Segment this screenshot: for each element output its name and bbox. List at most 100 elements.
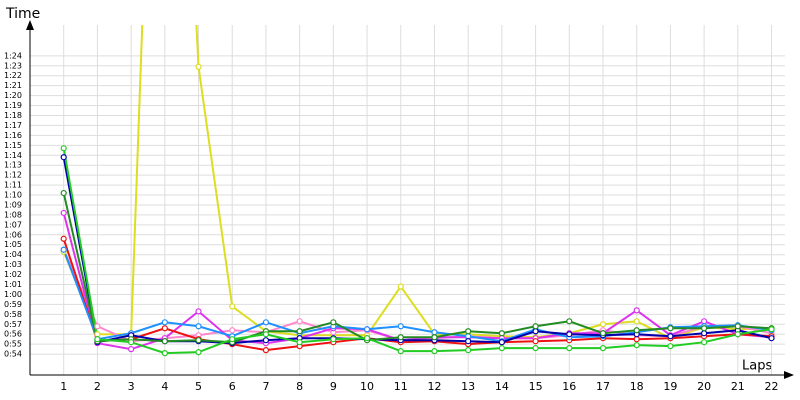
point bbox=[667, 325, 674, 332]
point bbox=[431, 348, 438, 355]
point bbox=[465, 338, 472, 345]
point bbox=[532, 345, 539, 352]
point bbox=[195, 308, 202, 315]
point bbox=[60, 209, 67, 217]
y-tick-label: 0:54 bbox=[4, 350, 22, 359]
x-tick-label: 6 bbox=[229, 380, 236, 393]
y-tick-label: 0:57 bbox=[4, 320, 22, 329]
point bbox=[768, 326, 775, 333]
point bbox=[566, 318, 573, 325]
y-tick-label: 1:09 bbox=[4, 200, 22, 209]
y-tick-label: 1:23 bbox=[4, 61, 22, 70]
y-tick-label: 1:15 bbox=[4, 141, 22, 150]
point bbox=[701, 318, 708, 325]
y-tick-label: 1:10 bbox=[4, 191, 22, 200]
point bbox=[701, 325, 708, 332]
x-tick-label: 20 bbox=[697, 380, 711, 393]
point bbox=[128, 339, 135, 346]
point bbox=[262, 331, 270, 338]
series-line bbox=[62, 238, 772, 352]
point bbox=[94, 331, 101, 338]
point bbox=[599, 345, 607, 352]
point bbox=[465, 333, 472, 340]
point bbox=[60, 145, 67, 152]
point bbox=[161, 325, 168, 332]
point bbox=[397, 348, 404, 355]
y-axis-arrow bbox=[26, 20, 34, 30]
point bbox=[532, 338, 539, 345]
point bbox=[498, 345, 505, 352]
point bbox=[60, 154, 67, 161]
y-tick-label: 0:55 bbox=[4, 340, 22, 349]
point bbox=[633, 342, 640, 349]
point bbox=[633, 327, 640, 334]
y-tick-label: 0:58 bbox=[4, 310, 22, 319]
y-tick-label: 1:18 bbox=[4, 111, 22, 120]
x-tick-label: 19 bbox=[663, 380, 677, 393]
point bbox=[94, 336, 101, 343]
point bbox=[94, 323, 101, 330]
y-tick-label: 0:56 bbox=[4, 330, 22, 339]
y-tick-label: 1:01 bbox=[4, 280, 22, 289]
series-line bbox=[62, 148, 772, 355]
x-axis-label: Laps bbox=[742, 359, 772, 374]
point bbox=[465, 328, 472, 335]
point bbox=[229, 327, 236, 334]
point bbox=[363, 326, 371, 333]
x-tick-label: 14 bbox=[495, 380, 509, 393]
x-tick-label: 12 bbox=[427, 380, 441, 393]
point bbox=[397, 334, 404, 341]
point bbox=[195, 63, 202, 70]
point bbox=[599, 321, 607, 328]
x-tick-label: 18 bbox=[630, 380, 644, 393]
point bbox=[60, 235, 67, 242]
y-tick-label: 1:00 bbox=[4, 290, 22, 299]
point bbox=[431, 334, 438, 341]
y-tick-label: 1:13 bbox=[4, 161, 22, 170]
x-tick-label: 4 bbox=[161, 380, 168, 393]
point bbox=[363, 335, 371, 342]
x-tick-label: 11 bbox=[394, 380, 408, 393]
y-tick-label: 1:11 bbox=[4, 181, 22, 190]
point bbox=[296, 318, 303, 325]
y-tick-label: 1:12 bbox=[4, 171, 22, 180]
x-tick-label: 7 bbox=[262, 380, 269, 393]
point bbox=[701, 330, 708, 337]
point bbox=[734, 331, 741, 338]
point bbox=[397, 323, 404, 330]
y-tick-label: 1:16 bbox=[4, 131, 22, 140]
x-tick-label: 8 bbox=[296, 380, 303, 393]
point bbox=[532, 328, 539, 335]
point bbox=[195, 337, 202, 344]
point bbox=[667, 333, 674, 340]
point bbox=[599, 330, 607, 337]
point bbox=[161, 350, 168, 357]
x-tick-label: 5 bbox=[195, 380, 202, 393]
y-tick-label: 1:14 bbox=[4, 151, 22, 160]
x-axis-arrow bbox=[784, 371, 794, 379]
y-tick-label: 1:05 bbox=[4, 240, 22, 249]
point bbox=[465, 347, 472, 354]
point bbox=[330, 336, 337, 343]
point bbox=[330, 319, 337, 326]
y-tick-label: 1:24 bbox=[4, 51, 22, 60]
plot-area bbox=[60, 25, 775, 357]
y-tick-label: 1:22 bbox=[4, 71, 22, 80]
y-tick-label: 1:17 bbox=[4, 121, 22, 130]
point bbox=[734, 323, 741, 330]
point bbox=[296, 328, 303, 335]
x-tick-label: 2 bbox=[94, 380, 101, 393]
point bbox=[532, 323, 539, 330]
point bbox=[566, 345, 573, 352]
point bbox=[633, 336, 640, 343]
x-tick-label: 22 bbox=[765, 380, 779, 393]
point bbox=[701, 339, 708, 346]
point bbox=[195, 349, 202, 356]
point bbox=[566, 331, 573, 338]
x-tick-label: 10 bbox=[360, 380, 374, 393]
x-tick-label: 21 bbox=[731, 380, 745, 393]
x-tick-label: 15 bbox=[529, 380, 543, 393]
point bbox=[431, 329, 438, 336]
y-tick-label: 0:59 bbox=[4, 300, 22, 309]
